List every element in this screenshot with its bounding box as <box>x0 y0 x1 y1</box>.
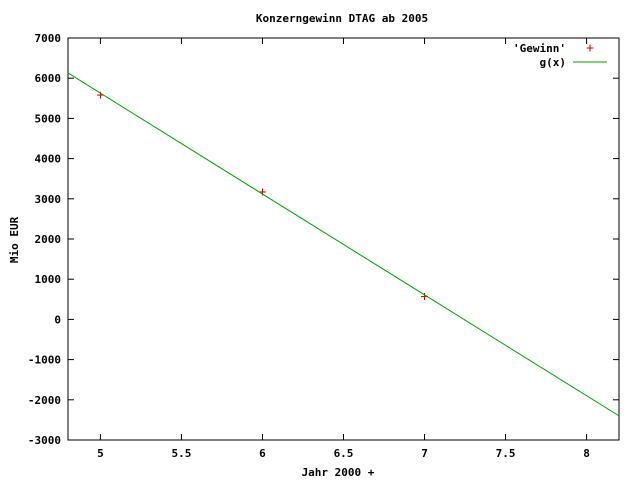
x-tick-label: 8 <box>583 447 590 460</box>
series-layer <box>67 72 620 417</box>
y-tick-label: 1000 <box>35 273 62 286</box>
x-tick-label: 5.5 <box>172 447 192 460</box>
y-tick-label: 4000 <box>35 153 62 166</box>
y-tick-label: 5000 <box>35 112 62 125</box>
legend-swatch-point <box>586 44 594 52</box>
x-axis-label: Jahr 2000 + <box>302 466 375 479</box>
y-tick-label: 7000 <box>35 32 62 45</box>
y-tick-label: -3000 <box>28 434 61 447</box>
y-tick-label: -2000 <box>28 394 61 407</box>
x-tick-label: 7 <box>421 447 428 460</box>
y-axis-label: Mio EUR <box>8 216 21 263</box>
series-line-g-x <box>67 72 620 417</box>
x-tick-label: 5 <box>97 447 104 460</box>
chart-title: Konzerngewinn DTAG ab 2005 <box>256 12 428 25</box>
x-tick-label: 6.5 <box>334 447 354 460</box>
legend-label: 'Gewinn' <box>513 42 566 55</box>
x-tick-label: 6 <box>259 447 266 460</box>
y-tick-label: 0 <box>54 313 61 326</box>
y-tick-label: 2000 <box>35 233 62 246</box>
y-tick-label: 3000 <box>35 193 62 206</box>
plot-frame <box>67 37 620 441</box>
x-tick-label: 7.5 <box>496 447 516 460</box>
ticks-layer: 5 5.5 6 6.5 7 7.5 8 -3000 -2000 -1000 0 1000 2000 300… <box>28 32 619 460</box>
y-tick-label: 6000 <box>35 72 62 85</box>
legend: 'Gewinn'g(x) <box>513 42 607 69</box>
y-tick-label: -1000 <box>28 354 61 367</box>
legend-label: g(x) <box>540 56 567 69</box>
